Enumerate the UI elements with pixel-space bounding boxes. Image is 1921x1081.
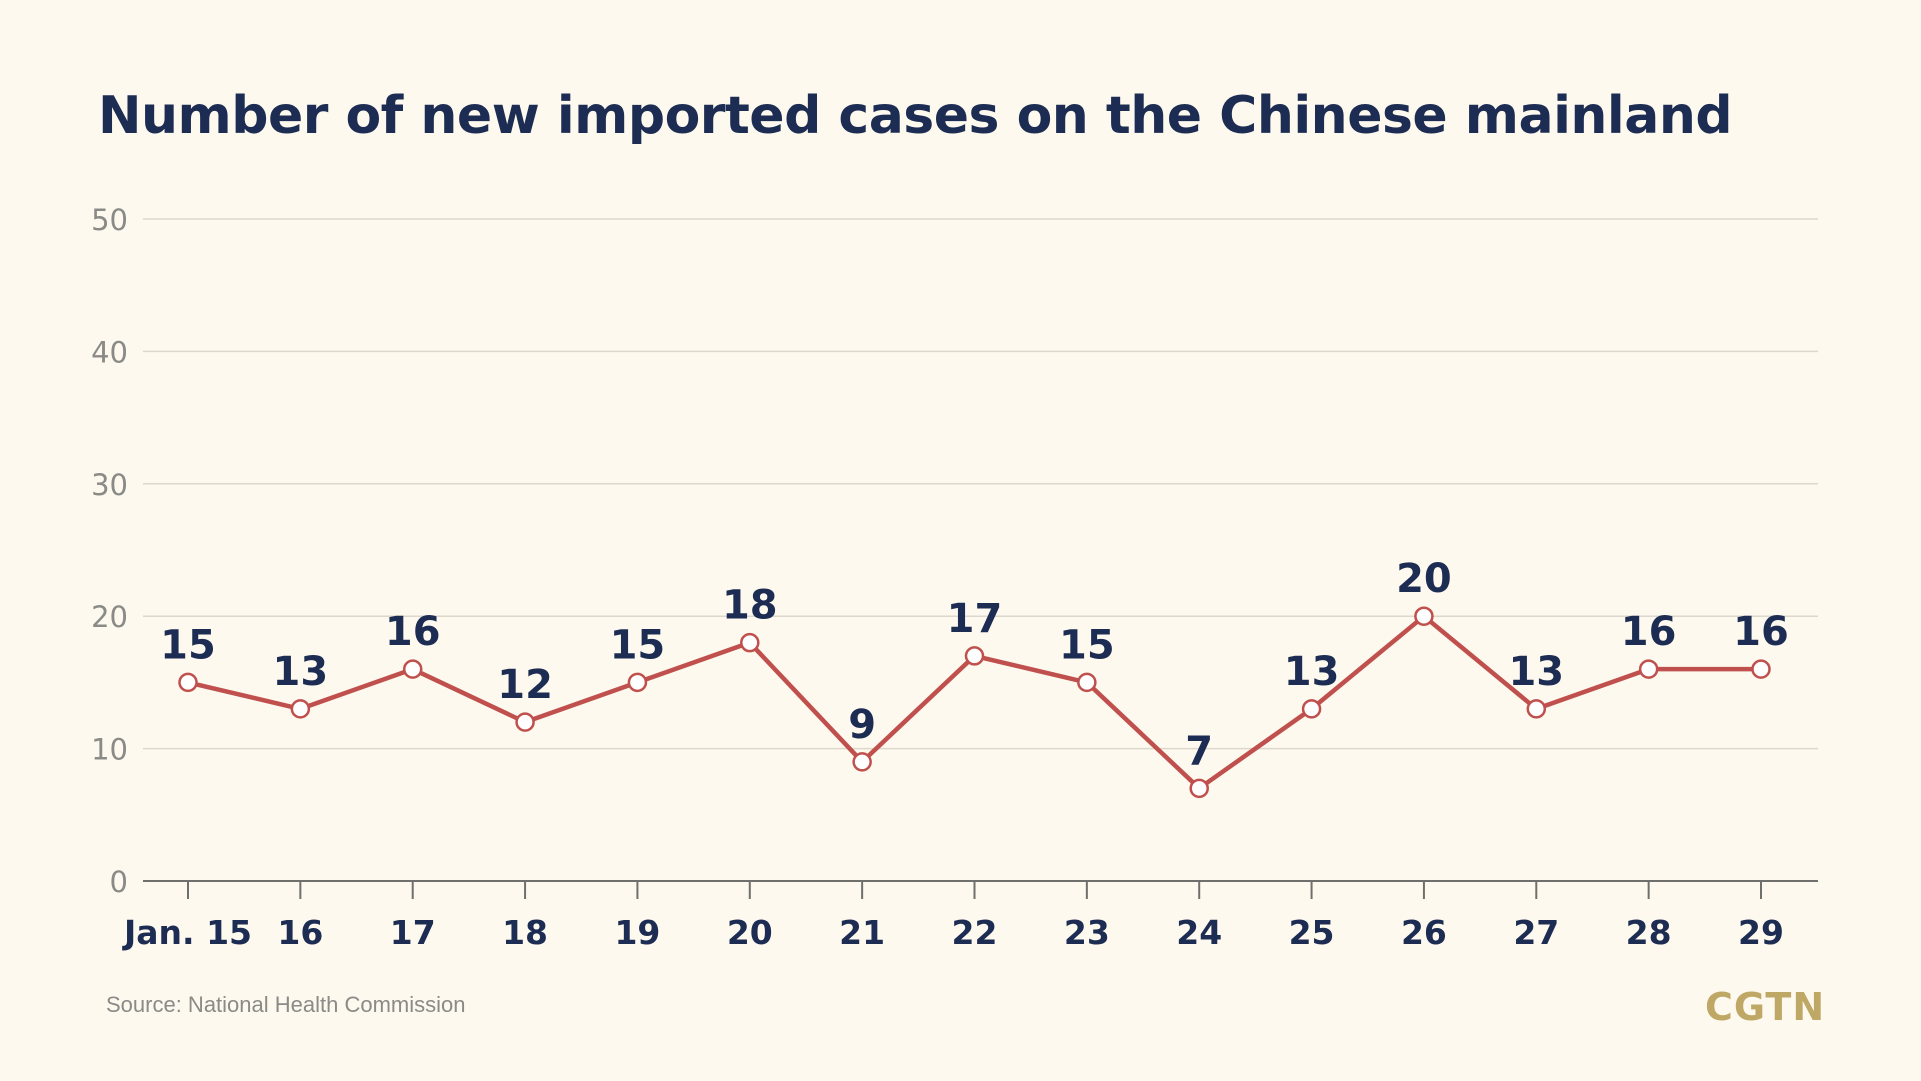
x-tick-label: 24 — [1176, 913, 1222, 952]
data-point — [1638, 659, 1659, 679]
data-label: 7 — [1185, 728, 1213, 774]
data-label: 13 — [1508, 649, 1564, 695]
x-tick-label: 28 — [1626, 913, 1672, 952]
data-points — [178, 606, 1771, 799]
data-label: 16 — [385, 609, 441, 655]
data-point — [1751, 659, 1771, 679]
y-tick-label: 0 — [110, 865, 128, 899]
data-point — [1414, 606, 1434, 626]
y-tick-label: 30 — [91, 468, 128, 502]
data-point — [402, 659, 423, 679]
data-point — [852, 752, 872, 772]
data-point — [1526, 699, 1547, 719]
x-tick-label: 22 — [952, 913, 998, 952]
x-tick-label: 17 — [390, 913, 436, 952]
data-label: 20 — [1396, 556, 1452, 602]
brand-logo: CGTN — [1705, 985, 1826, 1029]
x-axis-ticks: Jan. 15 16 17 18 19 20 21 22 23 24 25 26 27 28 29 — [122, 881, 1784, 952]
data-label: 13 — [1284, 649, 1340, 695]
data-label: 16 — [1733, 609, 1789, 655]
data-point — [627, 672, 648, 693]
y-tick-label: 40 — [91, 335, 128, 369]
y-tick-label: 10 — [91, 733, 128, 767]
data-label: 17 — [947, 596, 1003, 642]
chart-title: Number of new imported cases on the Chin… — [98, 86, 1733, 146]
data-label: 15 — [1059, 622, 1115, 668]
data-point — [964, 646, 985, 666]
x-tick-label: 19 — [614, 913, 660, 952]
data-label: 18 — [722, 583, 778, 629]
data-label: 15 — [610, 622, 666, 668]
data-point — [515, 712, 535, 732]
data-label: 12 — [497, 662, 553, 708]
data-point — [290, 699, 311, 719]
data-label: 13 — [273, 649, 329, 695]
data-point — [740, 632, 760, 653]
x-tick-label: 20 — [727, 913, 773, 952]
data-point — [1077, 672, 1097, 693]
x-tick-label: 23 — [1064, 913, 1110, 952]
data-label: 15 — [160, 622, 216, 668]
data-point — [1189, 778, 1209, 799]
y-tick-label: 50 — [91, 203, 128, 237]
data-point — [1301, 699, 1322, 719]
x-tick-label: 29 — [1738, 913, 1784, 952]
data-label: 16 — [1621, 609, 1677, 655]
x-tick-label: 16 — [277, 913, 323, 952]
x-tick-label: 18 — [502, 913, 548, 952]
y-tick-label: 20 — [91, 600, 128, 634]
data-point — [178, 672, 198, 693]
x-tick-label: Jan. 15 — [122, 913, 252, 952]
gridlines — [143, 218, 1818, 750]
source-note: Source: National Health Commission — [106, 992, 466, 1017]
data-label: 9 — [848, 702, 876, 748]
x-tick-label: 26 — [1401, 913, 1447, 952]
x-tick-label: 27 — [1513, 913, 1559, 952]
x-tick-label: 25 — [1289, 913, 1335, 952]
y-axis-ticks: 0 10 20 30 40 50 — [91, 203, 128, 899]
x-tick-label: 21 — [839, 913, 885, 952]
data-labels: 15 13 16 12 15 18 9 17 15 7 13 20 13 16 16 — [160, 556, 1789, 774]
